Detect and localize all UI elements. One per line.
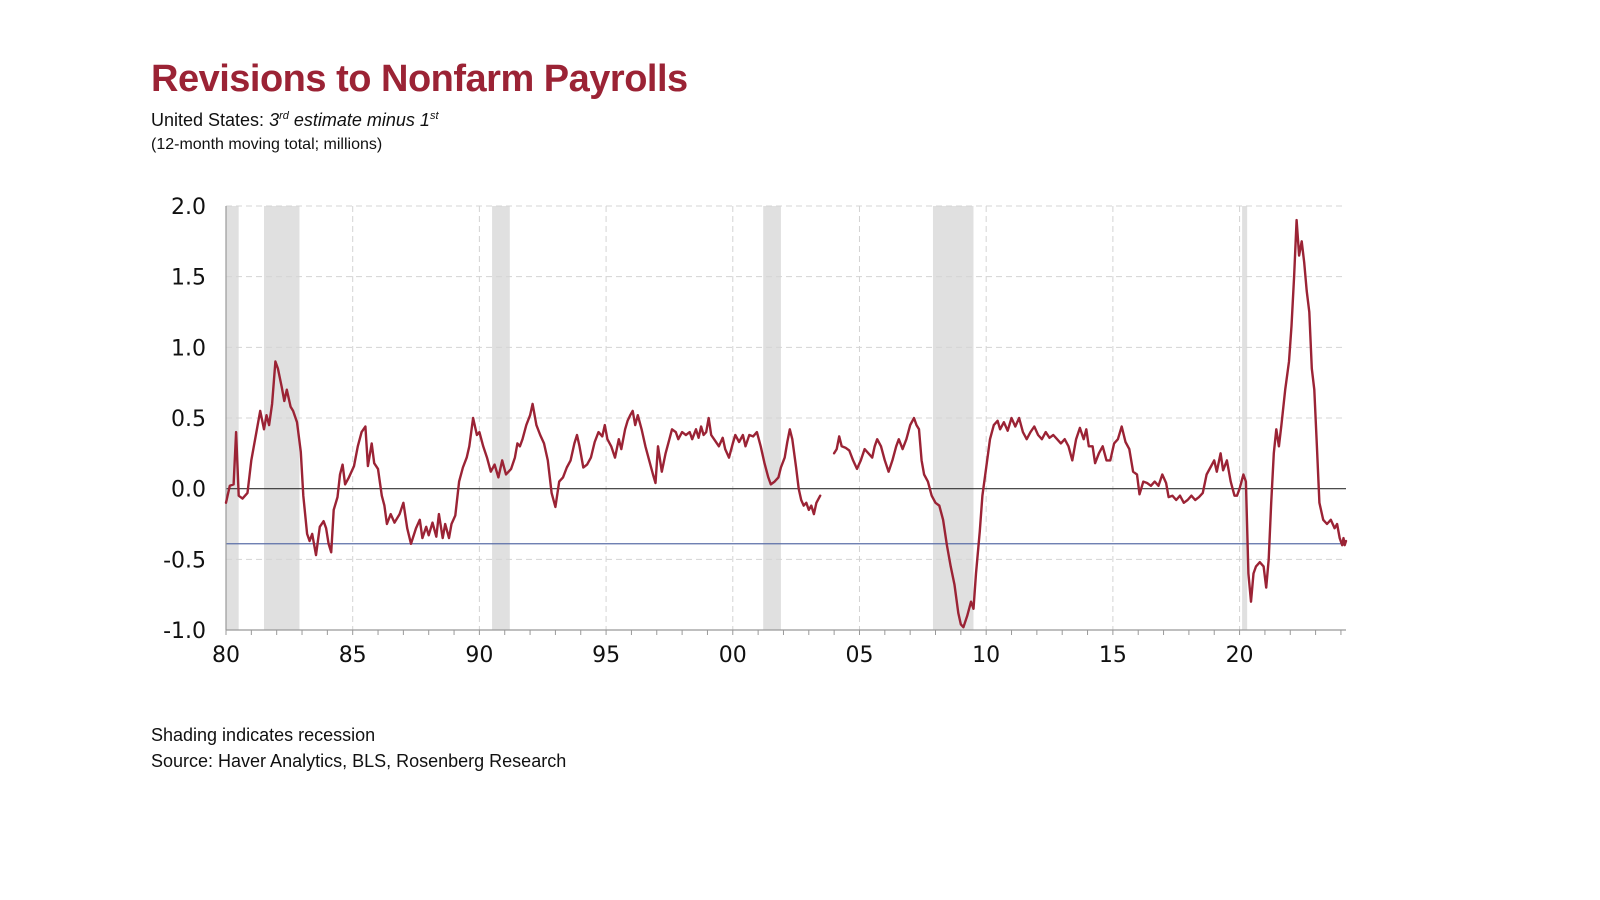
- x-tick-label-7: 15: [1099, 643, 1127, 668]
- source-note: Source: Haver Analytics, BLS, Rosenberg …: [151, 751, 567, 771]
- x-tick-label-3: 95: [592, 643, 620, 668]
- grid-lines: [226, 205, 1346, 630]
- series-line-0-segment-0: [224, 360, 822, 557]
- subtitle-den-sup: st: [429, 110, 439, 122]
- series-lines: [224, 218, 1348, 629]
- axes: [225, 206, 1346, 635]
- x-tick-label-5: 05: [845, 643, 873, 668]
- y-tick-label-4: 0.0: [171, 478, 206, 503]
- subtitle-num-sup: rd: [279, 110, 289, 122]
- y-tick-label-0: 2.0: [171, 195, 206, 220]
- x-tick-label-4: 00: [719, 643, 747, 668]
- y-tick-label-3: 0.5: [171, 407, 206, 432]
- x-tick-label-1: 85: [339, 643, 367, 668]
- x-tick-label-0: 80: [212, 643, 240, 668]
- y-tick-label-2: 1.0: [171, 336, 206, 361]
- subtitle-estimates: 3rd estimate minus 1st: [269, 110, 438, 130]
- x-tick-label-8: 20: [1226, 643, 1254, 668]
- subtitle-num: 3: [269, 110, 280, 130]
- subtitle-prefix: United States:: [151, 110, 270, 130]
- recession-band-3: [763, 206, 781, 630]
- y-tick-label-6: -1.0: [163, 619, 206, 644]
- chart-units: (12-month moving total; millions): [151, 136, 383, 153]
- x-tick-label-6: 10: [972, 643, 1000, 668]
- recession-footnote: Shading indicates recession: [151, 725, 376, 745]
- x-tick-label-2: 90: [465, 643, 493, 668]
- y-tick-label-5: -0.5: [163, 548, 206, 573]
- recession-band-5: [1242, 206, 1248, 630]
- chart-title: Revisions to Nonfarm Payrolls: [151, 58, 688, 100]
- y-tick-label-1: 1.5: [171, 266, 206, 291]
- reference-lines: [226, 488, 1346, 545]
- subtitle-mid: estimate minus 1: [288, 110, 430, 130]
- chart-subtitle: United States: 3rd estimate minus 1st: [151, 110, 439, 131]
- tick-labels: 2.0 1.5 1.0 0.5 0.0 -0.5 -1.080 85 90 95 00 05 10 15 2…: [163, 195, 1254, 668]
- recession-band-0: [226, 206, 239, 630]
- series-line-0-segment-1: [832, 218, 1348, 629]
